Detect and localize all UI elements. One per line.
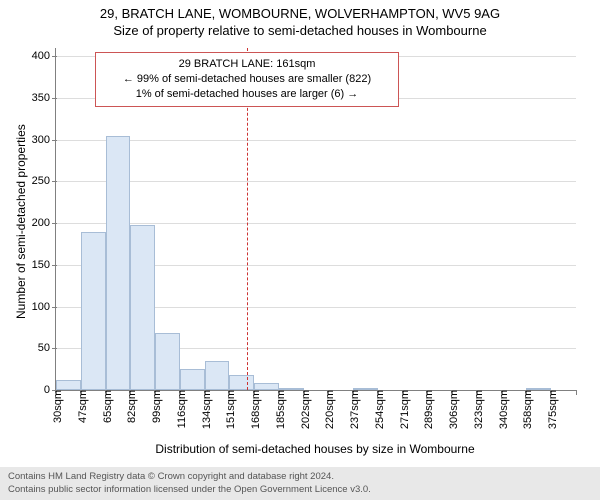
y-tick-label: 150 (32, 259, 56, 271)
y-axis-label: Number of semi-detached properties (14, 124, 28, 319)
page-title: 29, BRATCH LANE, WOMBOURNE, WOLVERHAMPTO… (0, 0, 600, 23)
chart-subtitle: Size of property relative to semi-detach… (0, 23, 600, 40)
x-tick-label: 134sqm (197, 390, 213, 429)
attribution-line-2: Contains public sector information licen… (8, 484, 592, 496)
annotation-line-3: 1% of semi-detached houses are larger (6… (104, 87, 390, 102)
grid-line (56, 140, 576, 141)
x-tick-label: 30sqm (48, 390, 64, 423)
x-tick-label: 185sqm (271, 390, 287, 429)
y-tick-label: 250 (32, 175, 56, 187)
x-axis-label: Distribution of semi-detached houses by … (55, 442, 575, 456)
x-tick-label: 202sqm (296, 390, 312, 429)
x-tick-label: 323sqm (469, 390, 485, 429)
histogram-bar (205, 361, 230, 390)
x-tick-label: 340sqm (494, 390, 510, 429)
x-tick-label: 254sqm (370, 390, 386, 429)
attribution: Contains HM Land Registry data © Crown c… (0, 467, 600, 500)
y-tick-label: 100 (32, 301, 56, 313)
x-tick-label: 220sqm (320, 390, 336, 429)
histogram-bar (106, 136, 131, 390)
histogram-bar (81, 232, 106, 390)
attribution-line-1: Contains HM Land Registry data © Crown c… (8, 471, 592, 483)
histogram-bar (229, 375, 254, 390)
histogram-bar (130, 225, 155, 390)
x-tick-label: 168sqm (246, 390, 262, 429)
x-tick-label: 375sqm (543, 390, 559, 429)
histogram-bar (180, 369, 205, 390)
histogram-bar (254, 383, 279, 390)
y-tick-label: 300 (32, 134, 56, 146)
x-tick-label: 82sqm (122, 390, 138, 423)
annotation-line-1: 29 BRATCH LANE: 161sqm (104, 57, 390, 72)
histogram-bar (155, 333, 180, 390)
x-tick-label: 47sqm (73, 390, 89, 423)
x-tick-label: 271sqm (395, 390, 411, 429)
y-tick-label: 50 (38, 342, 56, 354)
x-tick-label: 306sqm (444, 390, 460, 429)
histogram-bar (56, 380, 81, 390)
x-tick-label: 99sqm (147, 390, 163, 423)
x-tick-label: 289sqm (419, 390, 435, 429)
x-tick-mark (576, 390, 577, 395)
annotation-line-2: ← 99% of semi-detached houses are smalle… (104, 72, 390, 87)
x-tick-label: 116sqm (172, 390, 188, 428)
annotation-box: 29 BRATCH LANE: 161sqm ← 99% of semi-det… (95, 52, 399, 107)
x-tick-label: 65sqm (98, 390, 114, 423)
y-tick-label: 400 (32, 50, 56, 62)
y-tick-label: 200 (32, 217, 56, 229)
y-tick-label: 350 (32, 92, 56, 104)
x-tick-label: 358sqm (518, 390, 534, 429)
x-tick-label: 151sqm (221, 390, 237, 429)
chart-container: 29, BRATCH LANE, WOMBOURNE, WOLVERHAMPTO… (0, 0, 600, 500)
x-tick-label: 237sqm (345, 390, 361, 429)
grid-line (56, 181, 576, 182)
